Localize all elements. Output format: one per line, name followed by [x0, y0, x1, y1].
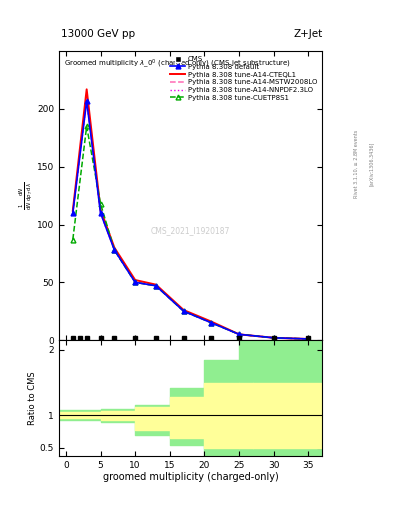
- Pythia 8.308 tune-A14-NNPDF2.3LO: [84, 98, 89, 104]
- Y-axis label: Ratio to CMS: Ratio to CMS: [28, 371, 37, 425]
- Pythia 8.308 tune-CUETP8S1: [306, 336, 311, 342]
- Pythia 8.308 tune-A14-MSTW2008LO: [237, 331, 241, 337]
- Pythia 8.308 tune-A14-CTEQL1: [112, 245, 117, 251]
- Legend: CMS, Pythia 8.308 default, Pythia 8.308 tune-A14-CTEQL1, Pythia 8.308 tune-A14-M: CMS, Pythia 8.308 default, Pythia 8.308 …: [169, 55, 319, 102]
- Text: Groomed multiplicity $\lambda\_0^0$ (charged only) (CMS jet substructure): Groomed multiplicity $\lambda\_0^0$ (cha…: [64, 57, 291, 70]
- Pythia 8.308 tune-A14-NNPDF2.3LO: [306, 336, 311, 342]
- Pythia 8.308 tune-A14-NNPDF2.3LO: [272, 335, 276, 341]
- Pythia 8.308 tune-A14-NNPDF2.3LO: [154, 283, 158, 289]
- Pythia 8.308 default: [133, 279, 138, 285]
- Pythia 8.308 tune-A14-MSTW2008LO: [133, 279, 138, 285]
- Pythia 8.308 tune-A14-CTEQL1: [84, 86, 89, 92]
- Pythia 8.308 tune-A14-NNPDF2.3LO: [133, 279, 138, 285]
- Pythia 8.308 tune-A14-MSTW2008LO: [209, 319, 214, 326]
- Pythia 8.308 default: [272, 335, 276, 341]
- Pythia 8.308 tune-CUETP8S1: [133, 279, 138, 285]
- Pythia 8.308 tune-CUETP8S1: [112, 247, 117, 253]
- Pythia 8.308 tune-CUETP8S1: [209, 319, 214, 326]
- Pythia 8.308 default: [112, 247, 117, 253]
- Pythia 8.308 tune-A14-CTEQL1: [133, 277, 138, 283]
- Pythia 8.308 default: [209, 319, 214, 326]
- Pythia 8.308 default: [237, 331, 241, 337]
- Y-axis label: $\frac{1}{\mathrm{d}N}\,\frac{\mathrm{d}N}{\mathrm{d}p_T\,\mathrm{d}\lambda}$: $\frac{1}{\mathrm{d}N}\,\frac{\mathrm{d}…: [17, 182, 34, 210]
- Pythia 8.308 tune-A14-CTEQL1: [306, 336, 311, 342]
- Pythia 8.308 default: [70, 210, 75, 216]
- Pythia 8.308 tune-CUETP8S1: [272, 335, 276, 341]
- Pythia 8.308 tune-CUETP8S1: [70, 237, 75, 243]
- Pythia 8.308 tune-A14-CTEQL1: [98, 206, 103, 212]
- Line: Pythia 8.308 default: Pythia 8.308 default: [70, 98, 311, 342]
- Text: Rivet 3.1.10, ≥ 2.8M events: Rivet 3.1.10, ≥ 2.8M events: [354, 130, 359, 198]
- Pythia 8.308 tune-A14-MSTW2008LO: [306, 336, 311, 342]
- Pythia 8.308 tune-CUETP8S1: [181, 308, 186, 314]
- Text: CMS_2021_I1920187: CMS_2021_I1920187: [151, 226, 230, 235]
- Pythia 8.308 tune-A14-MSTW2008LO: [98, 210, 103, 216]
- Pythia 8.308 tune-A14-NNPDF2.3LO: [181, 308, 186, 314]
- X-axis label: groomed multiplicity (charged-only): groomed multiplicity (charged-only): [103, 472, 279, 482]
- Pythia 8.308 tune-A14-NNPDF2.3LO: [209, 319, 214, 326]
- Line: Pythia 8.308 tune-A14-NNPDF2.3LO: Pythia 8.308 tune-A14-NNPDF2.3LO: [73, 101, 309, 339]
- Pythia 8.308 default: [98, 210, 103, 216]
- Pythia 8.308 tune-A14-MSTW2008LO: [181, 308, 186, 314]
- Pythia 8.308 default: [154, 283, 158, 289]
- Pythia 8.308 tune-A14-MSTW2008LO: [70, 210, 75, 216]
- Line: Pythia 8.308 tune-A14-MSTW2008LO: Pythia 8.308 tune-A14-MSTW2008LO: [73, 101, 309, 339]
- Pythia 8.308 tune-A14-NNPDF2.3LO: [70, 210, 75, 216]
- Pythia 8.308 tune-A14-CTEQL1: [237, 331, 241, 337]
- Pythia 8.308 default: [306, 336, 311, 342]
- Pythia 8.308 tune-A14-CTEQL1: [272, 335, 276, 341]
- Pythia 8.308 tune-A14-CTEQL1: [70, 207, 75, 214]
- Pythia 8.308 tune-A14-MSTW2008LO: [272, 335, 276, 341]
- Pythia 8.308 tune-CUETP8S1: [237, 331, 241, 337]
- Pythia 8.308 tune-A14-CTEQL1: [209, 318, 214, 325]
- Pythia 8.308 default: [84, 98, 89, 104]
- Pythia 8.308 tune-A14-CTEQL1: [181, 307, 186, 313]
- Pythia 8.308 tune-A14-NNPDF2.3LO: [237, 331, 241, 337]
- Line: Pythia 8.308 tune-A14-CTEQL1: Pythia 8.308 tune-A14-CTEQL1: [73, 89, 309, 339]
- Pythia 8.308 tune-A14-MSTW2008LO: [154, 283, 158, 289]
- Pythia 8.308 tune-CUETP8S1: [154, 283, 158, 289]
- Pythia 8.308 tune-A14-NNPDF2.3LO: [98, 210, 103, 216]
- Pythia 8.308 tune-A14-NNPDF2.3LO: [112, 247, 117, 253]
- Text: 13000 GeV pp: 13000 GeV pp: [61, 29, 135, 39]
- Text: Z+Jet: Z+Jet: [293, 29, 322, 39]
- Pythia 8.308 default: [181, 308, 186, 314]
- Pythia 8.308 tune-CUETP8S1: [84, 123, 89, 130]
- Pythia 8.308 tune-A14-MSTW2008LO: [112, 247, 117, 253]
- Pythia 8.308 tune-CUETP8S1: [98, 201, 103, 207]
- Text: [arXiv:1306.3436]: [arXiv:1306.3436]: [369, 142, 375, 186]
- Line: Pythia 8.308 tune-CUETP8S1: Pythia 8.308 tune-CUETP8S1: [70, 124, 311, 342]
- Pythia 8.308 tune-A14-MSTW2008LO: [84, 98, 89, 104]
- Pythia 8.308 tune-A14-CTEQL1: [154, 282, 158, 288]
